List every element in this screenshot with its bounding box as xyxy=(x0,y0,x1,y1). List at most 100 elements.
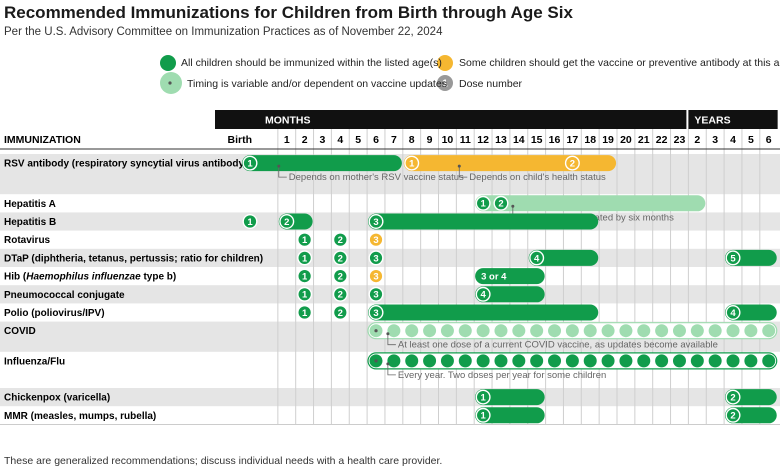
dose-number-label: 1 xyxy=(247,217,253,228)
dose-number-label: 3 xyxy=(373,235,378,246)
column-tick-label: 19 xyxy=(602,134,614,146)
schedule-dot xyxy=(637,354,651,368)
column-tick-label: 23 xyxy=(674,134,686,146)
dose-number-label: 3 xyxy=(373,308,378,319)
legend-some-children-swatch xyxy=(437,55,453,71)
schedule-dot xyxy=(387,324,401,338)
legend-variable-timing-text: Timing is variable and/or dependent on v… xyxy=(187,78,447,90)
schedule-dot xyxy=(548,324,562,338)
schedule-dot xyxy=(708,354,722,368)
dose-marker xyxy=(475,389,491,405)
column-tick-label: 9 xyxy=(427,134,433,146)
dose-marker xyxy=(332,268,348,284)
dose-number-label: 1 xyxy=(480,411,486,422)
dose-number-label: 2 xyxy=(570,159,575,170)
dose-number-label: 2 xyxy=(338,272,343,283)
schedule-dot xyxy=(440,354,454,368)
dose-marker xyxy=(242,155,258,171)
schedule-bar xyxy=(403,155,617,172)
legend-swatches: 1 xyxy=(160,55,453,94)
schedule-dot xyxy=(690,354,704,368)
dose-number-label: 1 xyxy=(247,159,253,170)
schedule-dot xyxy=(744,324,758,338)
column-tick-label: 7 xyxy=(391,134,397,146)
dose-number-label: 3 xyxy=(373,217,378,228)
column-tick-label: 1 xyxy=(284,134,290,146)
schedule-dot xyxy=(476,324,490,338)
schedule-dot xyxy=(565,324,579,338)
dose-number-label: 2 xyxy=(338,253,343,264)
column-tick-label: 15 xyxy=(531,134,543,146)
schedule-dot xyxy=(423,354,437,368)
schedule-dot xyxy=(583,354,597,368)
column-tick-label: Birth xyxy=(228,134,253,146)
column-tick-label: 18 xyxy=(584,134,596,146)
dose-marker xyxy=(725,389,741,405)
schedule-dot xyxy=(405,324,419,338)
row-band xyxy=(0,285,780,304)
dose-marker xyxy=(725,407,741,423)
schedule-dot xyxy=(762,354,776,368)
dose-number-label: 1 xyxy=(302,272,308,283)
dose-marker xyxy=(297,268,313,284)
dose-marker xyxy=(725,305,741,321)
dose-marker xyxy=(368,286,384,302)
dose-marker xyxy=(404,155,420,171)
row-label: DTaP (diphtheria, tetanus, pertussis; ra… xyxy=(4,253,263,264)
schedule-dot xyxy=(494,354,508,368)
schedule-dot xyxy=(530,354,544,368)
column-tick-label: 2 xyxy=(302,134,308,146)
immunization-header-label: IMMUNIZATION xyxy=(4,134,81,146)
dose-marker xyxy=(332,305,348,321)
schedule-dot xyxy=(423,324,437,338)
schedule-dot xyxy=(476,354,490,368)
schedule-dot xyxy=(672,354,686,368)
dose-marker xyxy=(368,305,384,321)
dose-marker xyxy=(475,286,491,302)
dose-marker xyxy=(242,213,258,229)
schedule-bar xyxy=(242,155,402,172)
schedule-bar xyxy=(528,249,599,266)
schedule-dot xyxy=(601,324,615,338)
column-tick-label: 17 xyxy=(567,134,579,146)
dose-number-label: 1 xyxy=(302,253,308,264)
schedule-dot xyxy=(583,324,597,338)
dose-number-label: 3 xyxy=(373,272,378,283)
dose-number-label: 2 xyxy=(498,199,503,210)
column-tick-label: 4 xyxy=(730,134,736,146)
dose-number-label: 5 xyxy=(730,253,736,264)
note-anchor-dot xyxy=(457,164,461,168)
dose-marker xyxy=(529,250,545,266)
chart-title: Recommended Immunizations for Children f… xyxy=(4,3,573,22)
dose-marker xyxy=(368,232,384,248)
schedule-dot xyxy=(619,354,633,368)
dose-number-label: 2 xyxy=(730,393,735,404)
note-anchor-dot xyxy=(511,204,515,208)
schedule-dot xyxy=(458,354,472,368)
row-label: Rotavirus xyxy=(4,235,51,246)
dose-number-label: 2 xyxy=(338,235,343,246)
dose-number-label: 1 xyxy=(302,290,308,301)
schedule-dot xyxy=(530,324,544,338)
schedule-dot xyxy=(762,324,776,338)
schedule-dot xyxy=(726,354,740,368)
dose-number-label: 1 xyxy=(409,159,415,170)
column-tick-label: 5 xyxy=(748,134,754,146)
dose-marker xyxy=(564,155,580,171)
column-tick-label: 20 xyxy=(620,134,632,146)
column-tick-label: 5 xyxy=(355,134,361,146)
dose-marker xyxy=(493,195,509,211)
legend-all-children-text: All children should be immunized within … xyxy=(181,57,442,69)
row-label: Hib (Haemophilus influenzae type b) xyxy=(4,272,176,283)
schedule-bar xyxy=(475,286,545,303)
schedule-dot xyxy=(405,354,419,368)
dose-marker xyxy=(368,268,384,284)
note-connector xyxy=(458,167,468,178)
dose-number-label: 2 xyxy=(284,217,289,228)
note-anchor-dot xyxy=(386,362,390,366)
dose-marker xyxy=(297,250,313,266)
schedule-dot xyxy=(708,324,722,338)
dose-number-label: 3 xyxy=(373,290,378,301)
annotation-note: Every year. Two doses per year for some … xyxy=(398,370,606,381)
variable-timing-marker xyxy=(374,329,378,333)
